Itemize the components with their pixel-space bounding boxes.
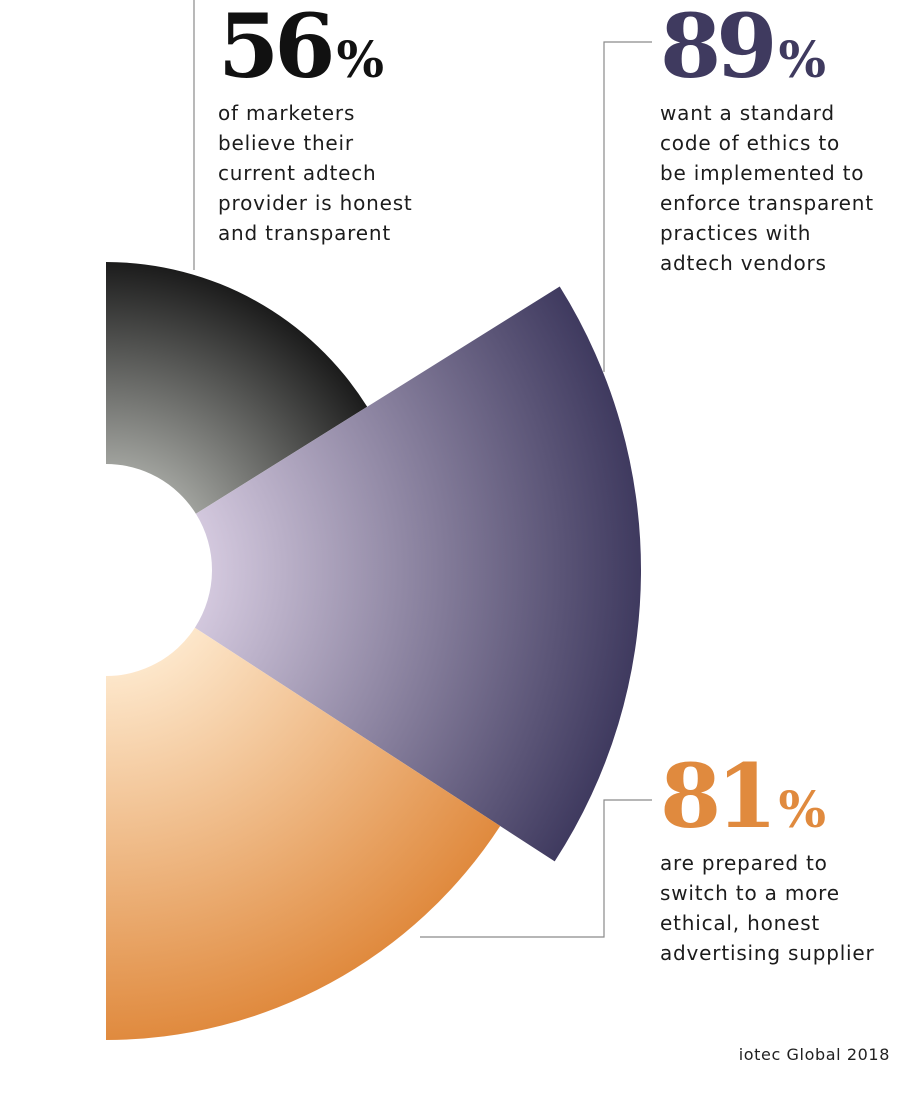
stat-89-block: 89% want a standard code of ethics to be… [660,2,874,278]
stat-56-percent-sign: % [336,30,384,89]
stat-89-description: want a standard code of ethics to be imp… [660,101,874,275]
leader-lines-group [193,0,652,938]
stat-56-number: 56 [218,0,335,98]
stat-81-block: 81% are prepared to switch to a more eth… [660,752,875,968]
leader-line-89 [603,41,652,372]
slice-56 [106,262,368,514]
stat-89-number: 89 [660,0,777,98]
leader-line-81 [420,799,652,938]
stat-81-description: are prepared to switch to a more ethical… [660,851,875,965]
stat-56-block: 56% of marketers believe their current a… [218,2,413,248]
source-credit: iotec Global 2018 [738,1045,890,1064]
stat-81-value: 81% [660,752,875,840]
stat-81-number: 81 [660,744,777,848]
stat-89-percent-sign: % [778,30,826,89]
stat-81-percent-sign: % [778,780,826,839]
slices-group [106,262,642,1040]
slice-89 [194,286,642,862]
slice-81 [106,627,501,1040]
stat-56-value: 56% [218,2,413,90]
stat-56-description: of marketers believe their current adtec… [218,101,413,245]
stat-89-value: 89% [660,2,874,90]
